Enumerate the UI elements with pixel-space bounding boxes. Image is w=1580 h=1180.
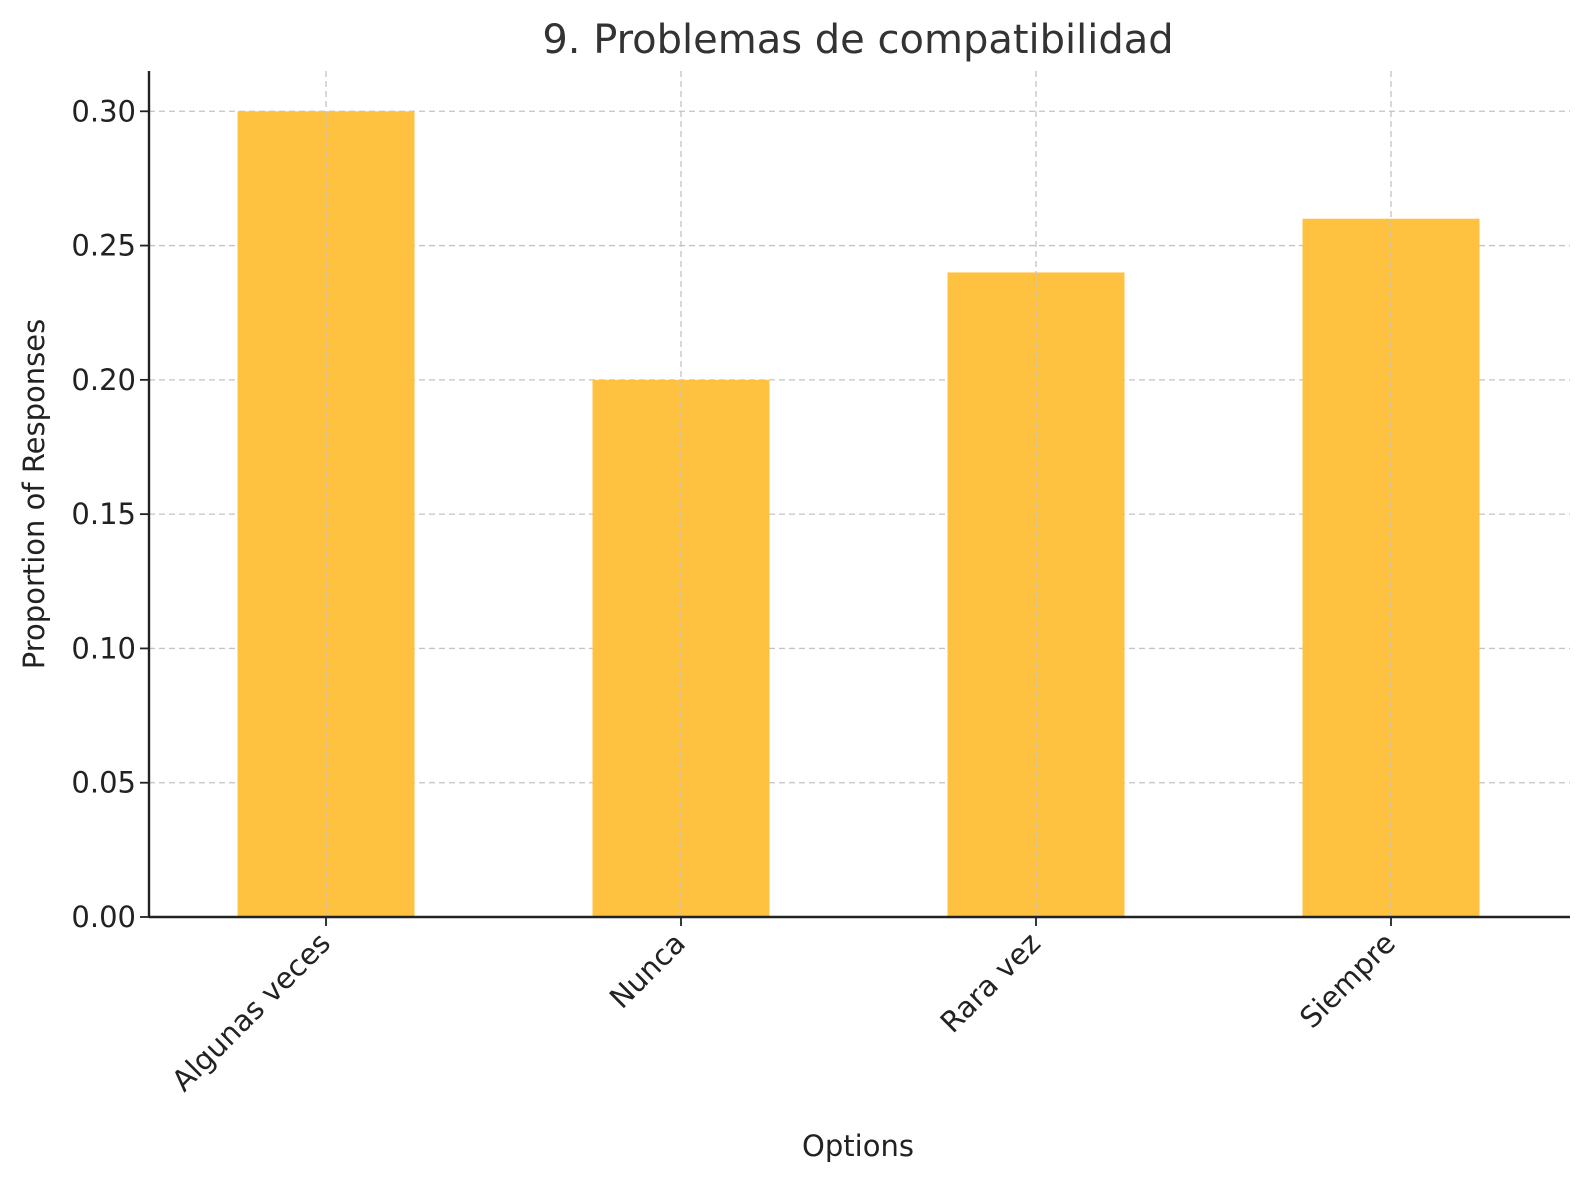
axes — [140, 71, 1570, 926]
y-tick-label: 0.20 — [71, 363, 136, 397]
y-tick-label: 0.10 — [71, 631, 136, 665]
y-tick-label: 0.30 — [71, 94, 136, 128]
bar-nunca — [592, 379, 770, 917]
x-axis-label: Options — [802, 1129, 914, 1163]
y-tick-label: 0.00 — [71, 900, 136, 934]
x-tick-label: Rara vez — [934, 926, 1047, 1039]
x-tick-label: Algunas veces — [165, 926, 337, 1098]
y-axis-label: Proportion of Responses — [17, 319, 51, 669]
x-tick-label: Nunca — [603, 926, 692, 1015]
y-tick-label: 0.25 — [71, 229, 136, 263]
x-tick-label: Siempre — [1293, 926, 1402, 1035]
vertical-grid — [325, 71, 1392, 917]
y-tick-label: 0.05 — [71, 766, 136, 800]
y-tick-label: 0.15 — [71, 497, 136, 531]
chart-title: 9. Problemas de compatibilidad — [542, 17, 1173, 63]
